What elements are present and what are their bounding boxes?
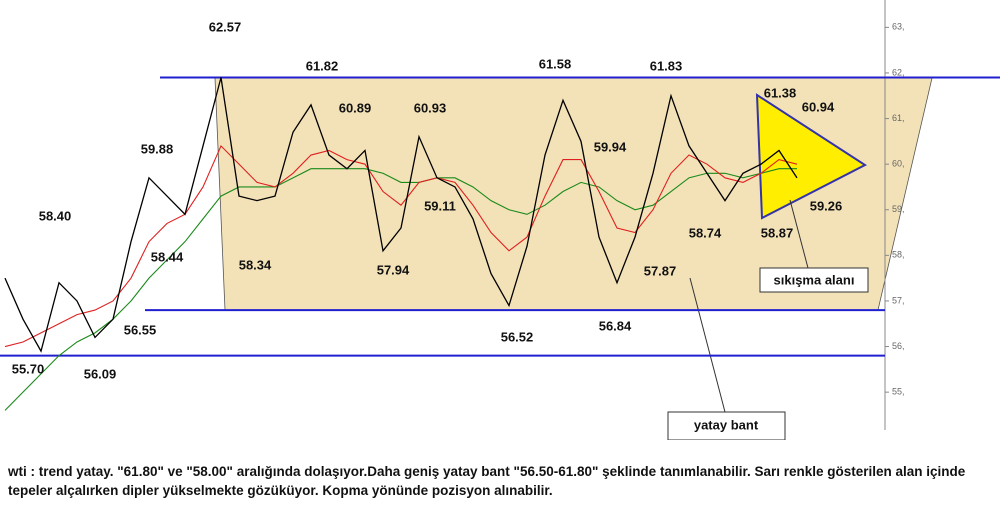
y-tick-label: 59,	[892, 204, 905, 214]
callout-text: sıkışma alanı	[774, 272, 855, 287]
price-annotation: 60.89	[339, 100, 372, 115]
price-annotation: 57.87	[644, 263, 677, 278]
footnote: wti : trend yatay. "61.80" ve "58.00" ar…	[8, 464, 966, 498]
y-tick-label: 63,	[892, 22, 905, 32]
price-annotation: 55.70	[12, 361, 45, 376]
triangle	[755, 93, 867, 220]
y-tick-label: 56,	[892, 341, 905, 351]
price-annotation: 60.93	[414, 100, 447, 115]
price-line	[4, 168, 797, 411]
price-annotation: 58.74	[689, 225, 722, 240]
price-annotation: 60.94	[802, 99, 835, 114]
y-tick-label: 55,	[892, 387, 905, 397]
price-annotation: 56.09	[84, 366, 117, 381]
price-annotation: 61.58	[539, 56, 572, 71]
price-annotation: 59.88	[141, 141, 174, 156]
y-tick-label: 58,	[892, 250, 905, 260]
callout-line	[689, 277, 726, 413]
price-annotation: 58.34	[239, 257, 272, 272]
price-annotation: 59.94	[594, 139, 627, 154]
price-annotation: 56.55	[124, 322, 157, 337]
callout-box	[759, 267, 869, 293]
price-annotation: 58.40	[39, 208, 72, 223]
price-annotation: 56.52	[501, 329, 534, 344]
y-tick-label: 57,	[892, 295, 905, 305]
callout-text: yatay bant	[694, 417, 759, 432]
price-annotation: 61.82	[306, 58, 339, 73]
price-annotation: 58.87	[761, 225, 794, 240]
price-annotation: 62.57	[209, 19, 242, 34]
callout-box	[667, 411, 786, 440]
price-annotation: 58.44	[151, 249, 184, 264]
price-annotation: 59.26	[810, 198, 843, 213]
callout-line	[789, 199, 809, 269]
price-annotation: 61.83	[650, 58, 683, 73]
price-annotation: 56.84	[599, 318, 632, 333]
price-line	[4, 77, 798, 353]
y-tick-label: 62,	[892, 67, 905, 77]
price-annotation: 59.11	[424, 198, 456, 213]
price-annotation: 57.94	[377, 262, 410, 277]
price-annotation: 61.38	[764, 85, 797, 100]
price-line	[4, 144, 798, 348]
chart: sıkışma alanı yatay bant 63, 62, 61, 60, 59,…	[0, 0, 1000, 440]
y-tick-label: 61,	[892, 113, 905, 123]
y-tick-label: 60,	[892, 159, 905, 169]
